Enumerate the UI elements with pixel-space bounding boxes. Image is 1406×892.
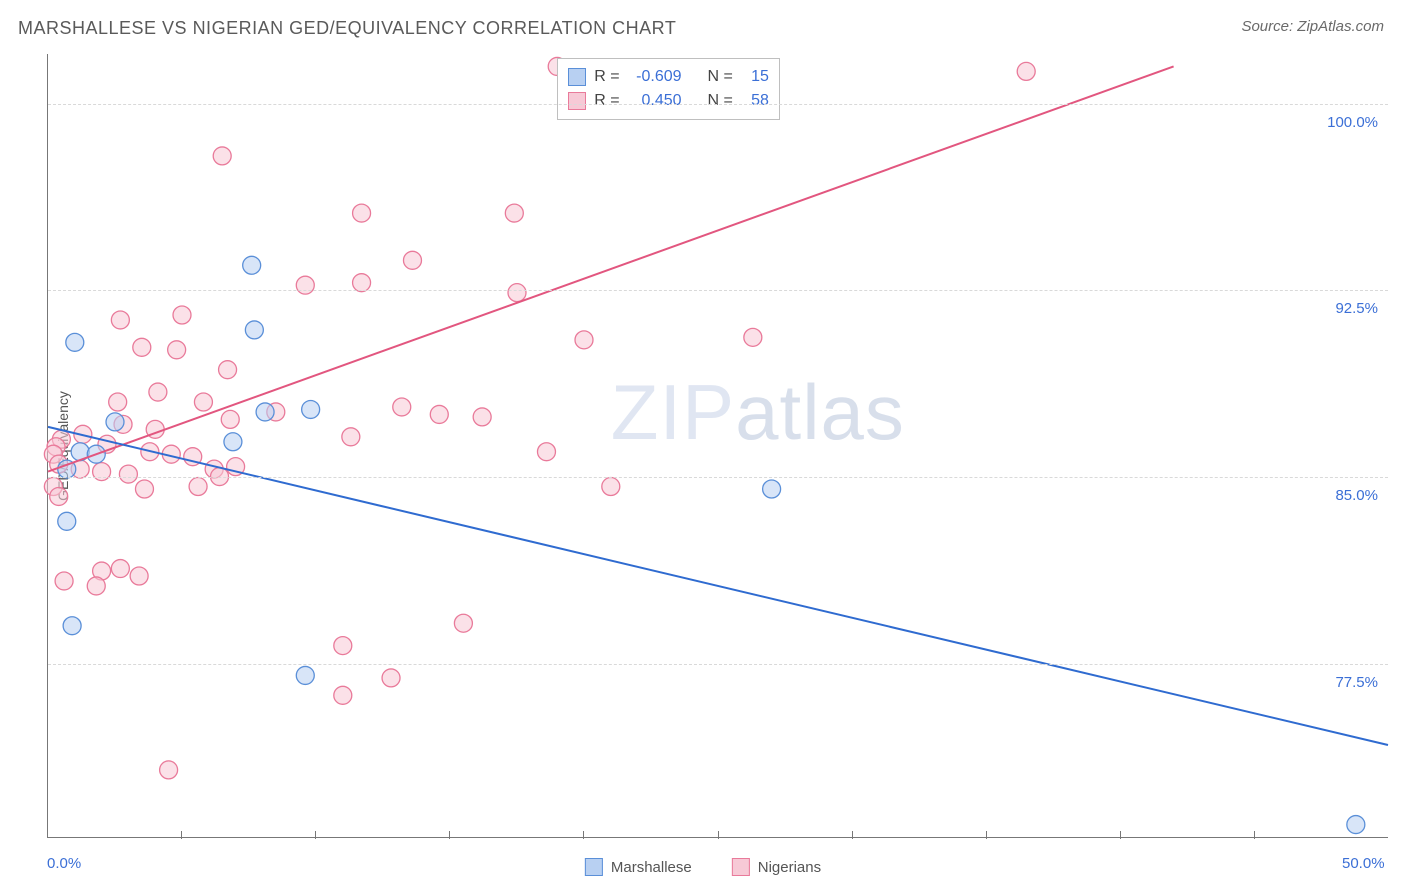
- stats-row-a: R = -0.609 N = 15: [568, 65, 769, 89]
- x-minor-tick: [181, 831, 182, 839]
- gridline: [48, 664, 1388, 665]
- data-point: [256, 403, 274, 421]
- stat-b-n: 58: [741, 89, 769, 113]
- legend-b-label: Nigerians: [758, 859, 821, 876]
- data-point: [111, 560, 129, 578]
- data-point: [334, 637, 352, 655]
- data-point: [505, 204, 523, 222]
- data-point: [224, 433, 242, 451]
- data-point: [133, 338, 151, 356]
- swatch-b-icon: [732, 858, 750, 876]
- data-point: [221, 410, 239, 428]
- data-point: [1347, 816, 1365, 834]
- data-point: [473, 408, 491, 426]
- stat-a-n: 15: [741, 65, 769, 89]
- swatch-a-icon: [568, 68, 586, 86]
- swatch-b-icon: [568, 92, 586, 110]
- gridline: [48, 290, 1388, 291]
- data-point: [382, 669, 400, 687]
- x-minor-tick: [1120, 831, 1121, 839]
- data-point: [508, 284, 526, 302]
- data-point: [353, 204, 371, 222]
- stats-box: R = -0.609 N = 15 R = 0.450 N = 58: [557, 58, 780, 120]
- x-minor-tick: [449, 831, 450, 839]
- data-point: [342, 428, 360, 446]
- data-point: [296, 666, 314, 684]
- data-point: [66, 333, 84, 351]
- stats-row-b: R = 0.450 N = 58: [568, 89, 769, 113]
- x-minor-tick: [1254, 831, 1255, 839]
- data-point: [213, 147, 231, 165]
- data-point: [1017, 62, 1035, 80]
- y-tick-label: 77.5%: [1335, 674, 1378, 691]
- swatch-a-icon: [585, 858, 603, 876]
- x-minor-tick: [718, 831, 719, 839]
- x-tick-label: 0.0%: [47, 855, 81, 872]
- data-point: [109, 393, 127, 411]
- data-point: [575, 331, 593, 349]
- data-point: [58, 512, 76, 530]
- data-point: [403, 251, 421, 269]
- data-point: [135, 480, 153, 498]
- data-point: [219, 361, 237, 379]
- stat-n-label: N =: [708, 65, 733, 89]
- data-point: [602, 478, 620, 496]
- stat-r-label: R =: [594, 89, 619, 113]
- data-point: [744, 328, 762, 346]
- legend-a-label: Marshallese: [611, 859, 692, 876]
- data-point: [149, 383, 167, 401]
- stat-b-r: 0.450: [628, 89, 682, 113]
- data-point: [243, 256, 261, 274]
- y-tick-label: 100.0%: [1327, 114, 1378, 131]
- data-point: [537, 443, 555, 461]
- data-point: [454, 614, 472, 632]
- stat-a-r: -0.609: [628, 65, 682, 89]
- data-point: [173, 306, 191, 324]
- x-minor-tick: [852, 831, 853, 839]
- x-minor-tick: [986, 831, 987, 839]
- data-point: [353, 274, 371, 292]
- gridline: [48, 477, 1388, 478]
- data-point: [119, 465, 137, 483]
- data-point: [87, 577, 105, 595]
- chart-area: ZIPatlas R = -0.609 N = 15 R = 0.450 N =…: [47, 54, 1388, 838]
- data-point: [168, 341, 186, 359]
- data-point: [334, 686, 352, 704]
- data-point: [106, 413, 124, 431]
- data-point: [50, 487, 68, 505]
- y-tick-label: 92.5%: [1335, 300, 1378, 317]
- stat-r-label: R =: [594, 65, 619, 89]
- data-point: [189, 478, 207, 496]
- data-point: [63, 617, 81, 635]
- plot-region: ZIPatlas R = -0.609 N = 15 R = 0.450 N =…: [47, 54, 1388, 838]
- x-tick-label: 50.0%: [1342, 855, 1385, 872]
- data-point: [296, 276, 314, 294]
- data-point: [160, 761, 178, 779]
- data-point: [302, 400, 320, 418]
- data-point: [245, 321, 263, 339]
- data-point: [430, 405, 448, 423]
- source-attribution: Source: ZipAtlas.com: [1241, 18, 1384, 35]
- x-minor-tick: [583, 831, 584, 839]
- data-point: [763, 480, 781, 498]
- legend-item-b: Nigerians: [732, 858, 821, 876]
- trend-line: [48, 427, 1388, 745]
- legend: Marshallese Nigerians: [585, 858, 821, 876]
- stat-n-label: N =: [708, 89, 733, 113]
- trend-line: [48, 66, 1174, 471]
- x-minor-tick: [315, 831, 316, 839]
- y-tick-label: 85.0%: [1335, 487, 1378, 504]
- gridline: [48, 104, 1388, 105]
- data-point: [111, 311, 129, 329]
- data-point: [194, 393, 212, 411]
- chart-title: MARSHALLESE VS NIGERIAN GED/EQUIVALENCY …: [18, 18, 676, 39]
- plot-svg: [48, 54, 1388, 837]
- data-point: [393, 398, 411, 416]
- data-point: [55, 572, 73, 590]
- data-point: [130, 567, 148, 585]
- legend-item-a: Marshallese: [585, 858, 692, 876]
